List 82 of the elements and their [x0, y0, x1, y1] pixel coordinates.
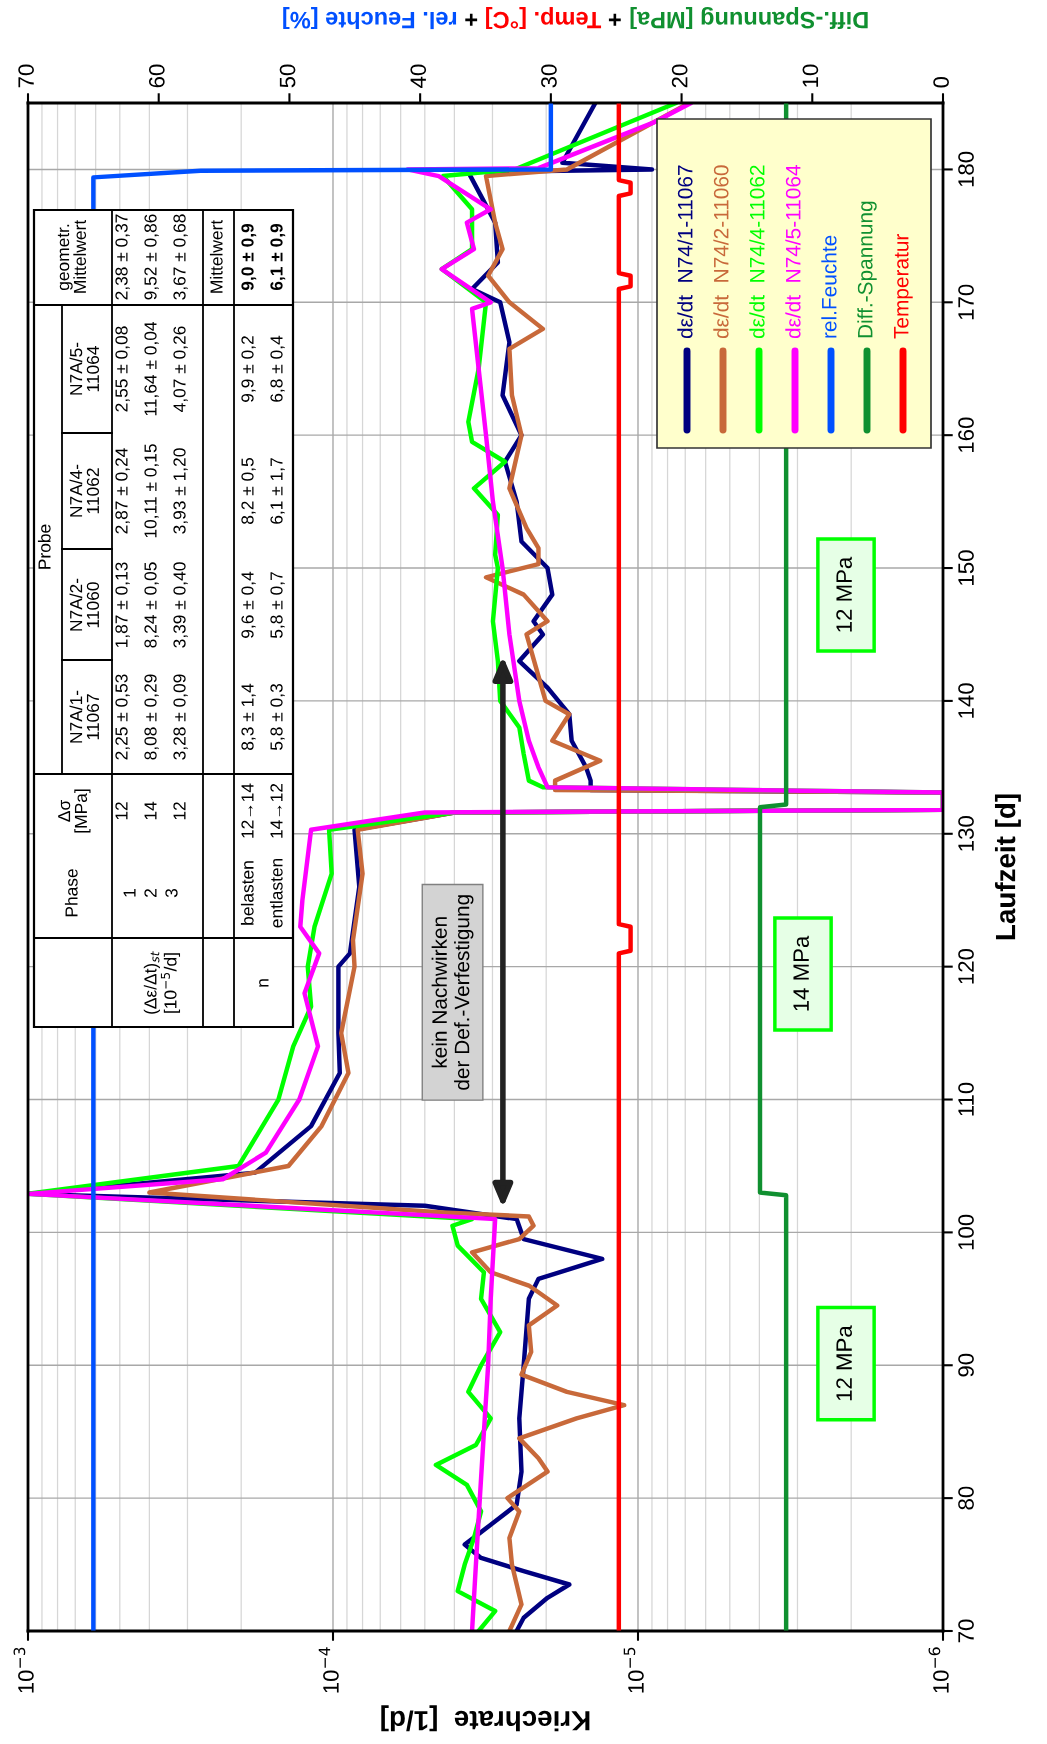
annotation: 9,6 ± 0,4 — [241, 571, 256, 638]
annotation: N7A/4- 11062 — [69, 464, 100, 517]
annotation: 3,39 ± 0,40 — [173, 562, 188, 648]
y-tick-label: 140 — [958, 683, 974, 718]
annotation: 8,3 ± 1,4 — [241, 683, 256, 750]
annotation: Probe — [37, 524, 51, 569]
annotation: 1 2 3 — [123, 888, 178, 898]
annotation: 3,67 ± 0,68 — [173, 214, 188, 300]
text: rel.Feuchte — [821, 235, 837, 338]
x-tick-label: 10$^{−4}$ — [318, 1647, 339, 1693]
x-tick-label: 10$^{−5}$ — [623, 1647, 644, 1693]
annotation: 6,8 ± 0,4 — [270, 335, 285, 402]
annotation: 6,1 ± 1,7 — [270, 458, 285, 524]
x2-tick-label: 0 — [933, 76, 949, 88]
text: dε/dt N74/5-11064 — [785, 165, 801, 339]
annotation: 2,55 ± 0,08 — [115, 326, 130, 412]
annotation: 2,38 ± 0,37 — [115, 214, 130, 300]
text: (Δε/Δt)$_{st}$ [10$^{−5}$/d] — [143, 951, 181, 1014]
annotation: 3,93 ± 1,20 — [173, 448, 188, 534]
text: Diff.-Spannung — [857, 201, 877, 338]
y-tick-label: 160 — [958, 417, 974, 453]
y-axis-title: Laufzeit [d] — [994, 794, 1021, 940]
y-tick-label: 180 — [958, 151, 974, 187]
x-tick-label: 10$^{−6}$ — [928, 1647, 949, 1693]
annotation: 9,52 ± 0,86 — [144, 214, 159, 300]
annotation: N7A/2- 11060 — [69, 578, 100, 631]
annotation: 12 — [173, 802, 186, 820]
annotation: Mittelwert — [209, 219, 223, 293]
y-tick-label: 100 — [958, 1214, 974, 1250]
annotation: 6,1 ± 0,9 — [270, 223, 286, 291]
y-tick-label: 150 — [958, 550, 974, 585]
x2-axis-title: Diff.-Spannung [MPa] + Temp. [°C] + rel. Feuchte [%] — [283, 7, 868, 30]
y-tick-label: 80 — [958, 1486, 974, 1510]
x2-tick-label: 30 — [541, 64, 557, 88]
x2-tick-label: 10 — [802, 64, 819, 87]
annotation: 11,64 ± 0,04 — [144, 321, 159, 416]
annotation: belasten — [240, 861, 254, 925]
annotation: 8,2 ± 0,5 — [241, 458, 256, 524]
annotation: entlasten — [269, 858, 283, 928]
x2-tick-label: 40 — [410, 64, 427, 88]
annotation: 2,25 ± 0,53 — [115, 674, 130, 760]
annotation: 14→12 — [270, 783, 283, 838]
x2-tick-label: 70 — [18, 64, 34, 88]
y-tick-label: 120 — [958, 948, 974, 984]
annotation: 10,11 ± 0,15 — [144, 444, 159, 538]
annotation: 12 MPa — [836, 556, 852, 632]
annotation: 1,87 ± 0,13 — [115, 562, 130, 648]
text: dε/dt N74/2-11060 — [713, 165, 729, 339]
y-tick-label: 70 — [958, 1619, 974, 1643]
x2-tick-label: 50 — [279, 64, 296, 88]
y-tick-label: 130 — [958, 816, 974, 851]
x2-tick-label: 20 — [671, 64, 688, 88]
annotation: 4,07 ± 0,26 — [173, 326, 188, 412]
x-tick-label: 10$^{−3}$ — [13, 1647, 34, 1693]
y-tick-label: 170 — [958, 284, 974, 320]
annotation: Phase — [64, 869, 78, 917]
text: Temperatur — [894, 233, 913, 339]
annotation: 8,08 ± 0,29 — [144, 674, 159, 760]
text: dε/dt N74/4-11062 — [749, 165, 765, 339]
annotation: 12 MPa — [836, 1325, 852, 1401]
annotation: geometr. Mittelwert — [57, 219, 87, 293]
annotation: 5,8 ± 0,3 — [270, 684, 285, 751]
annotation: n — [259, 979, 269, 987]
annotation: 14 MPa — [793, 935, 809, 1011]
x-axis-title: Kriechrate [1/d] — [381, 1705, 590, 1732]
annotation: 12→14 — [241, 783, 254, 838]
annotation: 9,9 ± 0,2 — [241, 336, 256, 402]
annotation: 9,0 ± 0,9 — [241, 223, 257, 291]
annotation: kein Nachwirken der Def.-Verfestigung — [431, 895, 474, 1090]
annotation: 12 — [115, 802, 128, 820]
annotation: 8,24 ± 0,05 — [144, 562, 159, 648]
annotation: N7A/5- 11064 — [69, 342, 100, 395]
y-tick-label: 110 — [958, 1082, 974, 1116]
annotation: 2,87 ± 0,24 — [115, 448, 130, 534]
annotation: 14 — [144, 801, 157, 820]
text: dε/dt N74/1-11067 — [677, 165, 693, 339]
annotation: Δσ [MPa] — [58, 789, 91, 833]
annotation: N7A/1- 11067 — [69, 690, 100, 743]
annotation: 5,8 ± 0,7 — [270, 572, 285, 639]
x2-tick-label: 60 — [148, 64, 165, 88]
annotation: 3,28 ± 0,09 — [173, 674, 188, 760]
y-tick-label: 90 — [958, 1353, 974, 1377]
